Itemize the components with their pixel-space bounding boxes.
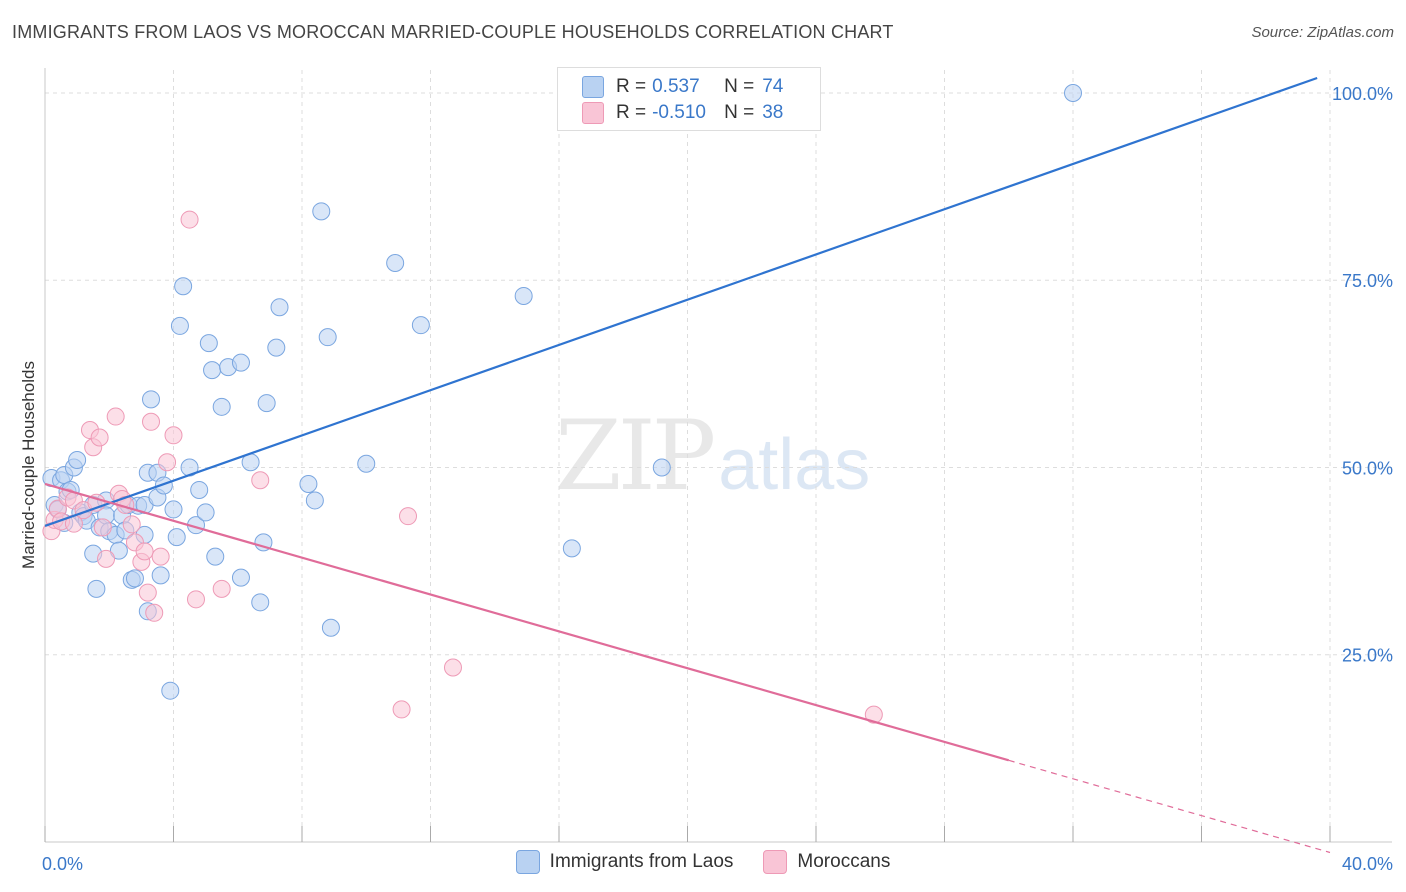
moroccans-point (97, 549, 116, 568)
legend-n-label: N = (724, 76, 755, 97)
laos-point (514, 286, 533, 305)
laos-point (357, 454, 376, 473)
legend-item-laos[interactable]: Immigrants from Laos (515, 850, 734, 874)
y-tick-label: 50.0% (1342, 458, 1393, 478)
laos-point (174, 277, 193, 296)
legend-n-label: N = (724, 102, 755, 123)
moroccans-point (138, 583, 157, 602)
x-tick-label: 40.0% (1342, 854, 1393, 874)
moroccans-point (186, 590, 205, 609)
laos-point (312, 202, 331, 221)
tick-labels: Married-couple Households 25.0% 50.0% 75.0%… (19, 84, 1393, 874)
watermark: ZIPatlas (555, 400, 870, 512)
moroccans-point (212, 579, 231, 598)
legend-label-moroccans: Moroccans (797, 851, 891, 872)
watermark-zip: ZIP (555, 400, 716, 512)
laos-point (212, 397, 231, 416)
laos-point (196, 503, 215, 522)
laos-point (231, 568, 250, 587)
source-credit: Source: ZipAtlas.com (1251, 24, 1394, 41)
laos-point (321, 618, 340, 637)
moroccans-point (142, 412, 161, 431)
moroccans-point (164, 426, 183, 445)
legend-swatch-moroccans (763, 850, 788, 874)
laos-point (257, 394, 276, 413)
series-legend: Immigrants from Laos Moroccans (0, 850, 1406, 874)
trendlines (44, 76, 1331, 854)
laos-point (299, 474, 318, 493)
laos-point (305, 491, 324, 510)
laos-point (206, 547, 225, 566)
moroccans-point (158, 453, 177, 472)
legend-r-label: R = (616, 102, 647, 123)
laos-point (199, 334, 218, 353)
laos-point (170, 316, 189, 335)
moroccans-point (135, 542, 154, 561)
laos-point (109, 541, 128, 560)
legend-n-value: 74 (762, 76, 784, 97)
laos-point (652, 458, 671, 477)
moroccans-point (251, 471, 270, 490)
watermark-atlas: atlas (718, 425, 871, 505)
legend-r-label: R = (616, 76, 647, 97)
laos-point (254, 533, 273, 552)
moroccans-point (864, 705, 883, 724)
y-tick-label: 75.0% (1342, 271, 1393, 291)
laos-point (267, 338, 286, 357)
laos-point (125, 569, 144, 588)
legend-r-value: -0.510 (652, 102, 706, 123)
moroccans-point (90, 428, 109, 447)
laos-point (151, 566, 170, 585)
laos-point (251, 593, 270, 612)
legend-row-laos: R = 0.537 N = 74 (582, 73, 783, 101)
legend-row-moroccans: R = -0.510 N = 38 (582, 99, 783, 127)
laos-point (270, 298, 289, 317)
laos-point (87, 579, 106, 598)
laos-point (142, 390, 161, 409)
moroccans-point (443, 658, 462, 677)
y-tick-label: 100.0% (1332, 84, 1393, 104)
moroccans-point (93, 518, 112, 537)
laos-point (231, 353, 250, 372)
laos-point (167, 528, 186, 547)
correlation-legend: R = 0.537 N = 74 R = -0.510 N = 38 (557, 67, 821, 131)
moroccans-point (122, 515, 141, 534)
moroccans-point (106, 407, 125, 426)
legend-n-value: 38 (762, 102, 784, 123)
laos-point (203, 361, 222, 380)
laos-point (411, 316, 430, 335)
legend-item-moroccans[interactable]: Moroccans (763, 850, 890, 874)
laos-point (68, 451, 87, 469)
moroccans-point (399, 507, 418, 526)
moroccans-trendline (44, 482, 1010, 762)
x-tick-label: 0.0% (42, 854, 83, 874)
axes (44, 68, 1392, 843)
laos-point (562, 539, 581, 558)
moroccans-point (392, 700, 411, 719)
legend-swatch-laos (515, 850, 540, 874)
laos-point (318, 328, 337, 347)
laos-trendline (44, 76, 1318, 527)
y-axis-label: Married-couple Households (19, 361, 38, 569)
chart-title: IMMIGRANTS FROM LAOS VS MOROCCAN MARRIED… (12, 22, 894, 42)
moroccans-point (145, 603, 164, 622)
moroccans-point (180, 210, 199, 229)
legend-swatch-laos (582, 76, 604, 98)
laos-point (1064, 83, 1082, 102)
laos-point (164, 500, 183, 519)
moroccans-point (151, 547, 170, 566)
laos-point (386, 254, 405, 273)
legend-r-value: 0.537 (652, 76, 700, 97)
laos-point (161, 681, 180, 700)
legend-label-laos: Immigrants from Laos (549, 851, 734, 872)
legend-swatch-moroccans (582, 102, 604, 124)
y-tick-label: 25.0% (1342, 646, 1393, 666)
moroccans-trendline-extension (1008, 759, 1331, 854)
laos-point (154, 476, 173, 495)
laos-point (190, 480, 209, 499)
